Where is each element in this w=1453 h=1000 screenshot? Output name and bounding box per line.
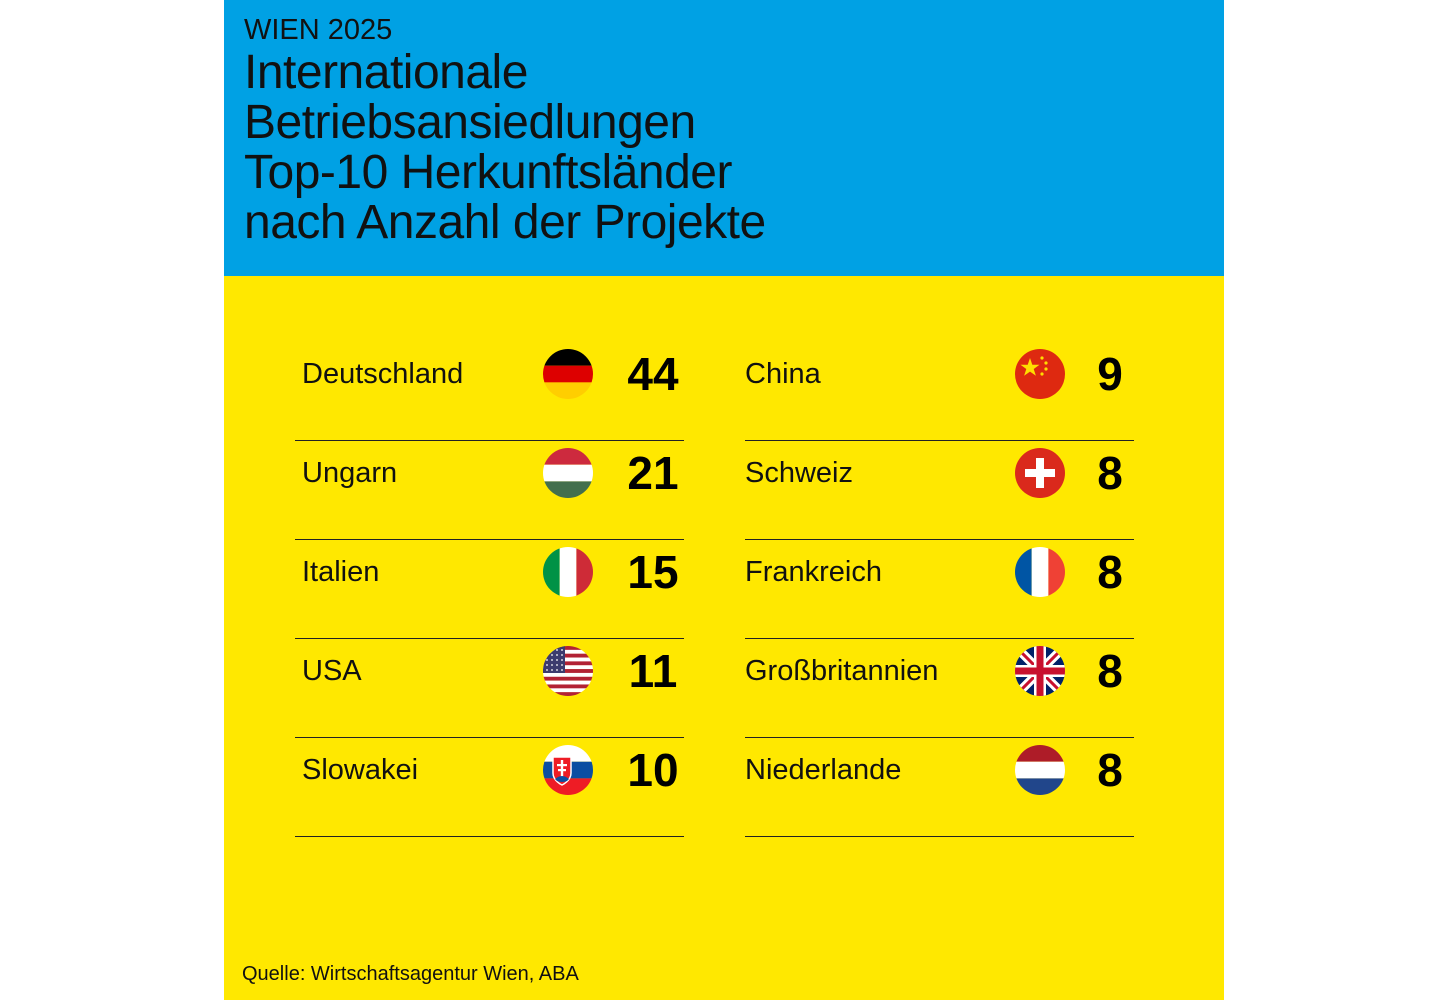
country-label: Ungarn	[302, 457, 398, 489]
uk-flag-icon	[1015, 646, 1065, 696]
ranking-column-right: China 9 Schweiz 8 Frankreich 8 Großbritannien 8…	[745, 342, 1134, 837]
table-row: Italien 15	[295, 540, 684, 639]
project-count: 8	[1097, 645, 1123, 697]
country-label: USA	[302, 655, 362, 687]
table-row: Deutschland 44	[295, 342, 684, 441]
country-label: Großbritannien	[745, 655, 939, 687]
country-label: China	[745, 358, 821, 390]
project-count: 8	[1097, 447, 1123, 499]
france-flag-icon	[1015, 547, 1065, 597]
title-line-2: Betriebsansiedlungen	[244, 96, 696, 149]
country-label: Deutschland	[302, 358, 464, 390]
project-count: 11	[628, 645, 678, 697]
project-count: 44	[627, 348, 679, 400]
country-label: Frankreich	[745, 556, 882, 588]
country-label: Italien	[302, 556, 380, 588]
project-count: 8	[1097, 546, 1123, 598]
title-line-1: Internationale	[244, 46, 528, 99]
table-row: China 9	[745, 342, 1134, 441]
germany-flag-icon	[543, 349, 593, 399]
country-label: Schweiz	[745, 457, 853, 489]
switzerland-flag-icon	[1015, 448, 1065, 498]
table-row: Slowakei 10	[295, 738, 684, 837]
country-label: Slowakei	[302, 754, 419, 786]
ranking-column-left: Deutschland 44 Ungarn 21 Italien 15 USA 11 Slowa…	[295, 342, 684, 837]
page-title: Internationale Betriebsansiedlungen Top-…	[244, 48, 1144, 248]
usa-flag-icon	[543, 646, 593, 696]
table-row: Frankreich 8	[745, 540, 1134, 639]
table-row: Niederlande 8	[745, 738, 1134, 837]
title-line-3: Top-10 Herkunftsländer	[244, 146, 732, 199]
hungary-flag-icon	[543, 448, 593, 498]
project-count: 10	[627, 744, 679, 796]
table-row: Schweiz 8	[745, 441, 1134, 540]
ranking-table: Deutschland 44 Ungarn 21 Italien 15 USA 11 Slowa…	[224, 276, 1224, 1000]
project-count: 15	[627, 546, 679, 598]
header: WIEN 2025 Internationale Betriebsansiedl…	[224, 0, 1224, 276]
table-row: Großbritannien 8	[745, 639, 1134, 738]
china-flag-icon	[1015, 349, 1065, 399]
project-count: 21	[627, 447, 679, 499]
slovakia-flag-icon	[543, 745, 593, 795]
project-count: 8	[1097, 744, 1123, 796]
table-row: USA 11	[295, 639, 684, 738]
source-note: Quelle: Wirtschaftsagentur Wien, ABA	[242, 963, 579, 985]
table-row: Ungarn 21	[295, 441, 684, 540]
title-line-4: nach Anzahl der Projekte	[244, 196, 766, 249]
country-label: Niederlande	[745, 754, 902, 786]
project-count: 9	[1097, 348, 1123, 400]
netherlands-flag-icon	[1015, 745, 1065, 795]
infographic-card: WIEN 2025 Internationale Betriebsansiedl…	[224, 0, 1224, 1000]
italy-flag-icon	[543, 547, 593, 597]
kicker: WIEN 2025	[244, 14, 393, 46]
